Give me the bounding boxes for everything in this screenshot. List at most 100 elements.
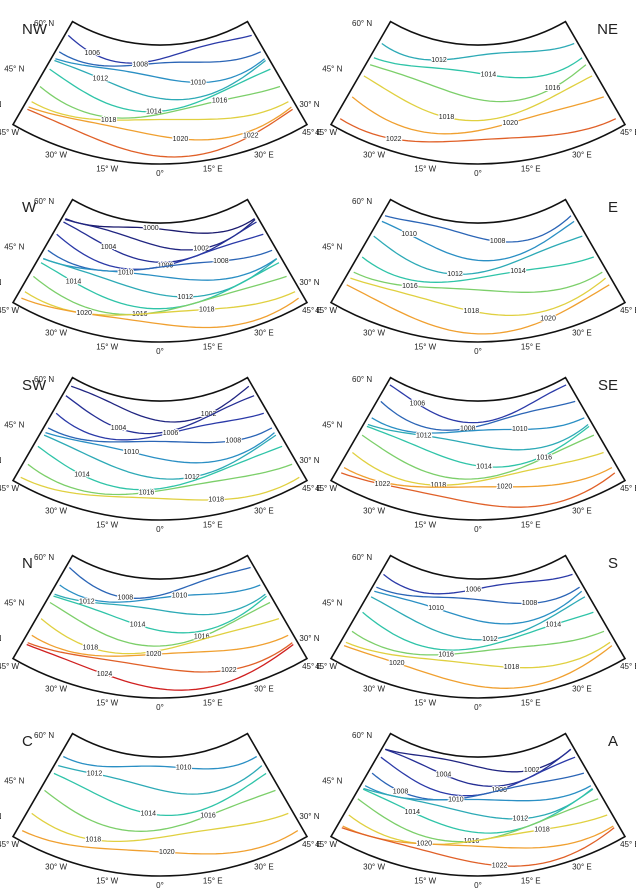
isobar <box>352 97 604 134</box>
lat-label: 45° N <box>322 599 342 608</box>
isobar <box>374 236 583 274</box>
lon-label: 45° W <box>0 484 19 493</box>
lon-label: 15° W <box>96 342 118 351</box>
isobar <box>28 464 292 494</box>
isobar-label: 1018 <box>439 114 455 121</box>
map-panel: 1000100210041006100810101012101410161018… <box>0 197 322 356</box>
map-frame <box>331 378 625 520</box>
lat-label: 60° N <box>352 375 372 384</box>
isobar <box>374 591 581 624</box>
isobar-label: 1020 <box>540 316 556 323</box>
lon-label: 30° E <box>254 329 274 338</box>
lon-label: 0° <box>474 169 482 178</box>
isobar-label: 1014 <box>404 809 420 816</box>
isobar <box>364 76 592 121</box>
isobar-label: 1008 <box>490 238 506 245</box>
isobar <box>55 59 264 83</box>
isobar-label: 1016 <box>545 85 561 92</box>
lat-label: 30° N <box>0 456 2 465</box>
lon-label: 15° E <box>521 876 541 885</box>
lon-label: 30° E <box>572 329 592 338</box>
isobar-label: 1020 <box>173 136 189 143</box>
isobar-label: 1020 <box>497 484 513 491</box>
isobar-label: 1012 <box>482 636 498 643</box>
lat-label: 45° N <box>322 65 342 74</box>
panel-label: W <box>22 199 37 216</box>
isobar-label: 1016 <box>200 813 216 820</box>
lat-label: 30° N <box>299 634 319 643</box>
isobar-label: 1008 <box>226 438 242 445</box>
lon-label: 30° W <box>45 329 67 338</box>
isobar-label: 1010 <box>176 765 192 772</box>
lon-label: 0° <box>474 703 482 712</box>
isobar-label: 1010 <box>190 79 206 86</box>
lat-label: 60° N <box>352 731 372 740</box>
lon-label: 30° E <box>572 863 592 872</box>
isobar <box>363 612 594 650</box>
lon-label: 0° <box>156 169 164 178</box>
lon-label: 30° W <box>363 329 385 338</box>
panel-label: NE <box>597 21 618 38</box>
isobar <box>371 597 585 640</box>
isobar-label: 1020 <box>389 660 405 667</box>
lat-label: 60° N <box>34 197 54 206</box>
map-panel: 10021004100610081010101210141016101860° … <box>0 375 322 534</box>
isobar-label: 1006 <box>410 400 426 407</box>
isobar-label: 1024 <box>97 671 113 678</box>
lon-label: 15° E <box>521 520 541 529</box>
isobar-label: 1018 <box>464 308 480 315</box>
isobar <box>54 61 265 100</box>
isobar-label: 1020 <box>146 651 162 658</box>
isobar <box>372 773 584 800</box>
lon-label: 15° W <box>96 876 118 885</box>
lon-label: 30° E <box>254 507 274 516</box>
isobar-label: 1012 <box>431 57 447 64</box>
lon-label: 45° E <box>620 840 636 849</box>
isobar-label: 1008 <box>213 258 229 265</box>
lon-label: 30° E <box>254 863 274 872</box>
lat-label: 30° N <box>0 634 2 643</box>
lon-label: 15° E <box>521 698 541 707</box>
map-frame <box>331 22 625 164</box>
isobar-label: 1014 <box>66 279 82 286</box>
lon-label: 0° <box>156 525 164 534</box>
isobar <box>65 219 254 234</box>
isobar-label: 1000 <box>143 225 159 232</box>
panel-label: C <box>22 733 33 750</box>
isobar <box>381 757 575 796</box>
lat-label: 30° N <box>0 100 2 109</box>
lon-label: 15° W <box>414 876 436 885</box>
isobar-label: 1018 <box>534 827 550 834</box>
lon-label: 45° W <box>0 128 19 137</box>
isobar-label: 1012 <box>178 294 194 301</box>
isobar <box>368 425 588 450</box>
isobar-label: 1014 <box>140 810 156 817</box>
panel-label: A <box>608 733 618 750</box>
isobar-label: 1010 <box>123 449 139 456</box>
isobar-label: 1014 <box>546 622 562 629</box>
lon-label: 45° W <box>315 840 337 849</box>
map-frame <box>13 556 307 698</box>
map-frame <box>331 556 625 698</box>
isobar-label: 1010 <box>512 426 528 433</box>
isobar-label: 1006 <box>163 430 179 437</box>
lat-label: 45° N <box>322 243 342 252</box>
panel-label: E <box>608 199 618 216</box>
isobar-label: 1016 <box>438 651 454 658</box>
map-panel: 10081010101210141016101810201022102460° … <box>0 553 322 712</box>
lon-label: 30° W <box>45 507 67 516</box>
isobar-label: 1010 <box>172 593 188 600</box>
isobar-label: 1018 <box>101 117 117 124</box>
lon-label: 15° W <box>414 164 436 173</box>
isobar-label: 1012 <box>87 771 103 778</box>
isobar-label: 1012 <box>93 75 109 82</box>
lon-label: 45° W <box>315 306 337 315</box>
map-panel: 100810101012101410161018102060° N45° N30… <box>299 197 636 356</box>
isobar <box>64 222 257 262</box>
isobar-label: 1008 <box>132 61 148 68</box>
isobar-label: 1018 <box>431 482 447 489</box>
lon-label: 0° <box>156 703 164 712</box>
isobar <box>54 773 266 815</box>
